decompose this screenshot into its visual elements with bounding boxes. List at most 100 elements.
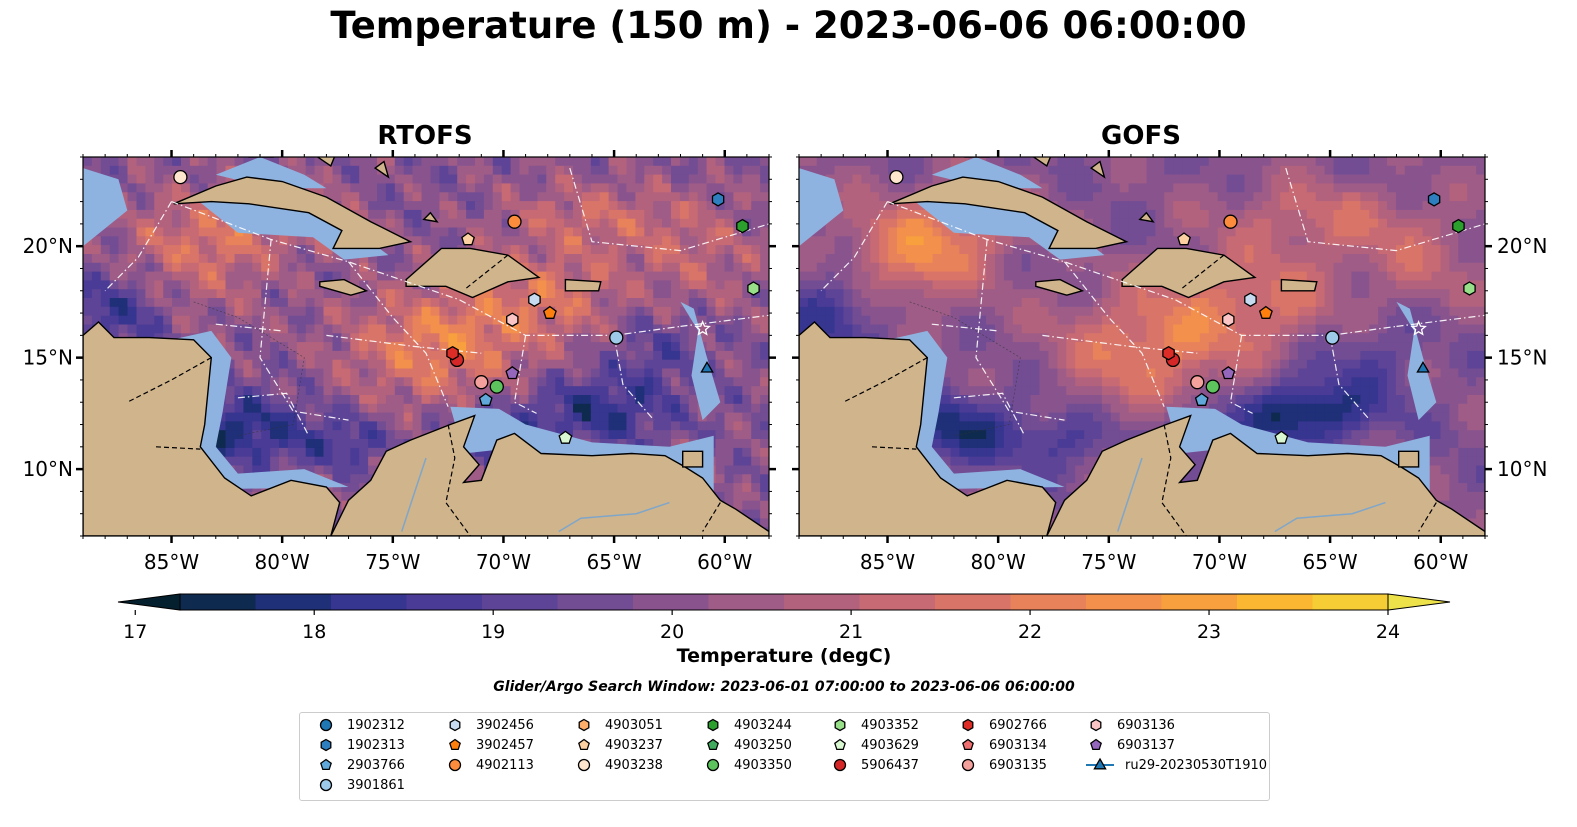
field-cell bbox=[923, 165, 934, 176]
field-cell bbox=[608, 298, 619, 308]
field-cell bbox=[1057, 306, 1067, 317]
field-cell bbox=[671, 333, 681, 343]
field-cell bbox=[1199, 236, 1210, 246]
field-cell bbox=[145, 183, 155, 193]
field-cell bbox=[834, 271, 845, 281]
field-cell bbox=[350, 421, 360, 431]
field-cell bbox=[1208, 245, 1219, 255]
field-cell bbox=[897, 245, 907, 255]
field-cell bbox=[483, 289, 494, 299]
field-cell bbox=[1333, 218, 1343, 229]
field-cell bbox=[1253, 165, 1263, 176]
field-cell bbox=[332, 491, 342, 502]
field-cell bbox=[573, 324, 583, 334]
field-cell bbox=[528, 359, 538, 370]
field-cell bbox=[742, 465, 752, 475]
field-cell bbox=[1003, 157, 1014, 167]
eez-boundary bbox=[326, 334, 482, 354]
field-cell bbox=[1306, 271, 1317, 281]
field-cell bbox=[932, 245, 943, 255]
field-cell bbox=[314, 430, 325, 440]
field-cell bbox=[968, 306, 978, 317]
field-cell bbox=[1226, 174, 1237, 184]
field-cell bbox=[216, 430, 227, 440]
field-cell bbox=[1342, 236, 1352, 246]
field-cell bbox=[189, 174, 200, 184]
field-cell bbox=[1119, 183, 1130, 193]
field-cell bbox=[1395, 262, 1406, 273]
field-cell bbox=[394, 201, 405, 211]
field-cell bbox=[91, 315, 102, 326]
field-cell bbox=[118, 289, 129, 299]
field-cell bbox=[834, 289, 845, 299]
field-cell bbox=[1360, 262, 1370, 273]
field-cell bbox=[879, 280, 889, 290]
field-cell bbox=[1315, 209, 1326, 220]
field-cell bbox=[1208, 315, 1219, 326]
field-cell bbox=[1012, 306, 1023, 317]
field-cell bbox=[189, 315, 200, 326]
field-cell bbox=[843, 165, 853, 176]
field-cell bbox=[715, 174, 725, 184]
field-cell bbox=[1164, 165, 1174, 176]
field-cell bbox=[905, 209, 916, 220]
field-cell bbox=[430, 368, 440, 378]
field-cell bbox=[270, 368, 280, 378]
field-cell bbox=[1217, 165, 1228, 176]
field-cell bbox=[742, 395, 752, 405]
field-cell bbox=[1387, 227, 1397, 237]
field-cell bbox=[1315, 157, 1326, 167]
field-cell bbox=[590, 218, 601, 229]
field-cell bbox=[225, 412, 235, 422]
field-cell bbox=[742, 386, 752, 396]
field-cell bbox=[1030, 245, 1041, 255]
field-cell bbox=[573, 430, 583, 440]
field-cell bbox=[385, 201, 396, 211]
field-cell bbox=[760, 218, 769, 229]
field-cell bbox=[1146, 289, 1156, 299]
field-cell bbox=[599, 245, 610, 255]
field-cell bbox=[501, 192, 512, 202]
field-cell bbox=[1467, 165, 1477, 176]
field-cell bbox=[403, 342, 414, 352]
field-cell bbox=[519, 192, 529, 202]
field-cell bbox=[252, 333, 262, 343]
field-cell bbox=[359, 474, 369, 484]
field-cell bbox=[332, 157, 342, 167]
field-cell bbox=[1039, 262, 1049, 273]
field-cell bbox=[932, 227, 943, 237]
field-cell bbox=[1351, 165, 1361, 176]
field-cell bbox=[653, 227, 663, 237]
field-cell bbox=[1413, 227, 1424, 237]
field-cell bbox=[385, 315, 396, 326]
field-cell bbox=[1360, 271, 1370, 281]
field-cell bbox=[617, 192, 627, 202]
field-cell bbox=[1289, 262, 1299, 273]
field-cell bbox=[564, 386, 574, 396]
field-cell bbox=[724, 254, 734, 264]
field-cell bbox=[986, 271, 996, 281]
field-cell bbox=[1458, 245, 1468, 255]
field-cell bbox=[537, 298, 547, 308]
field-cell bbox=[1146, 333, 1156, 343]
field-cell bbox=[1280, 236, 1290, 246]
field-cell bbox=[555, 368, 565, 378]
field-cell bbox=[555, 324, 565, 334]
field-cell bbox=[799, 245, 809, 255]
field-cell bbox=[421, 245, 431, 255]
field-cell bbox=[688, 386, 699, 396]
field-cell bbox=[287, 359, 298, 370]
field-cell bbox=[1253, 254, 1263, 264]
field-cell bbox=[1306, 209, 1317, 220]
field-cell bbox=[368, 315, 378, 326]
field-cell bbox=[1119, 315, 1130, 326]
field-cell bbox=[733, 377, 743, 387]
field-cell bbox=[1395, 289, 1406, 299]
field-cell bbox=[1084, 271, 1094, 281]
field-cell bbox=[653, 280, 663, 290]
field-cell bbox=[145, 254, 155, 264]
field-cell bbox=[252, 359, 262, 370]
field-cell bbox=[475, 350, 485, 361]
field-cell bbox=[635, 262, 645, 273]
field-cell bbox=[154, 262, 164, 273]
